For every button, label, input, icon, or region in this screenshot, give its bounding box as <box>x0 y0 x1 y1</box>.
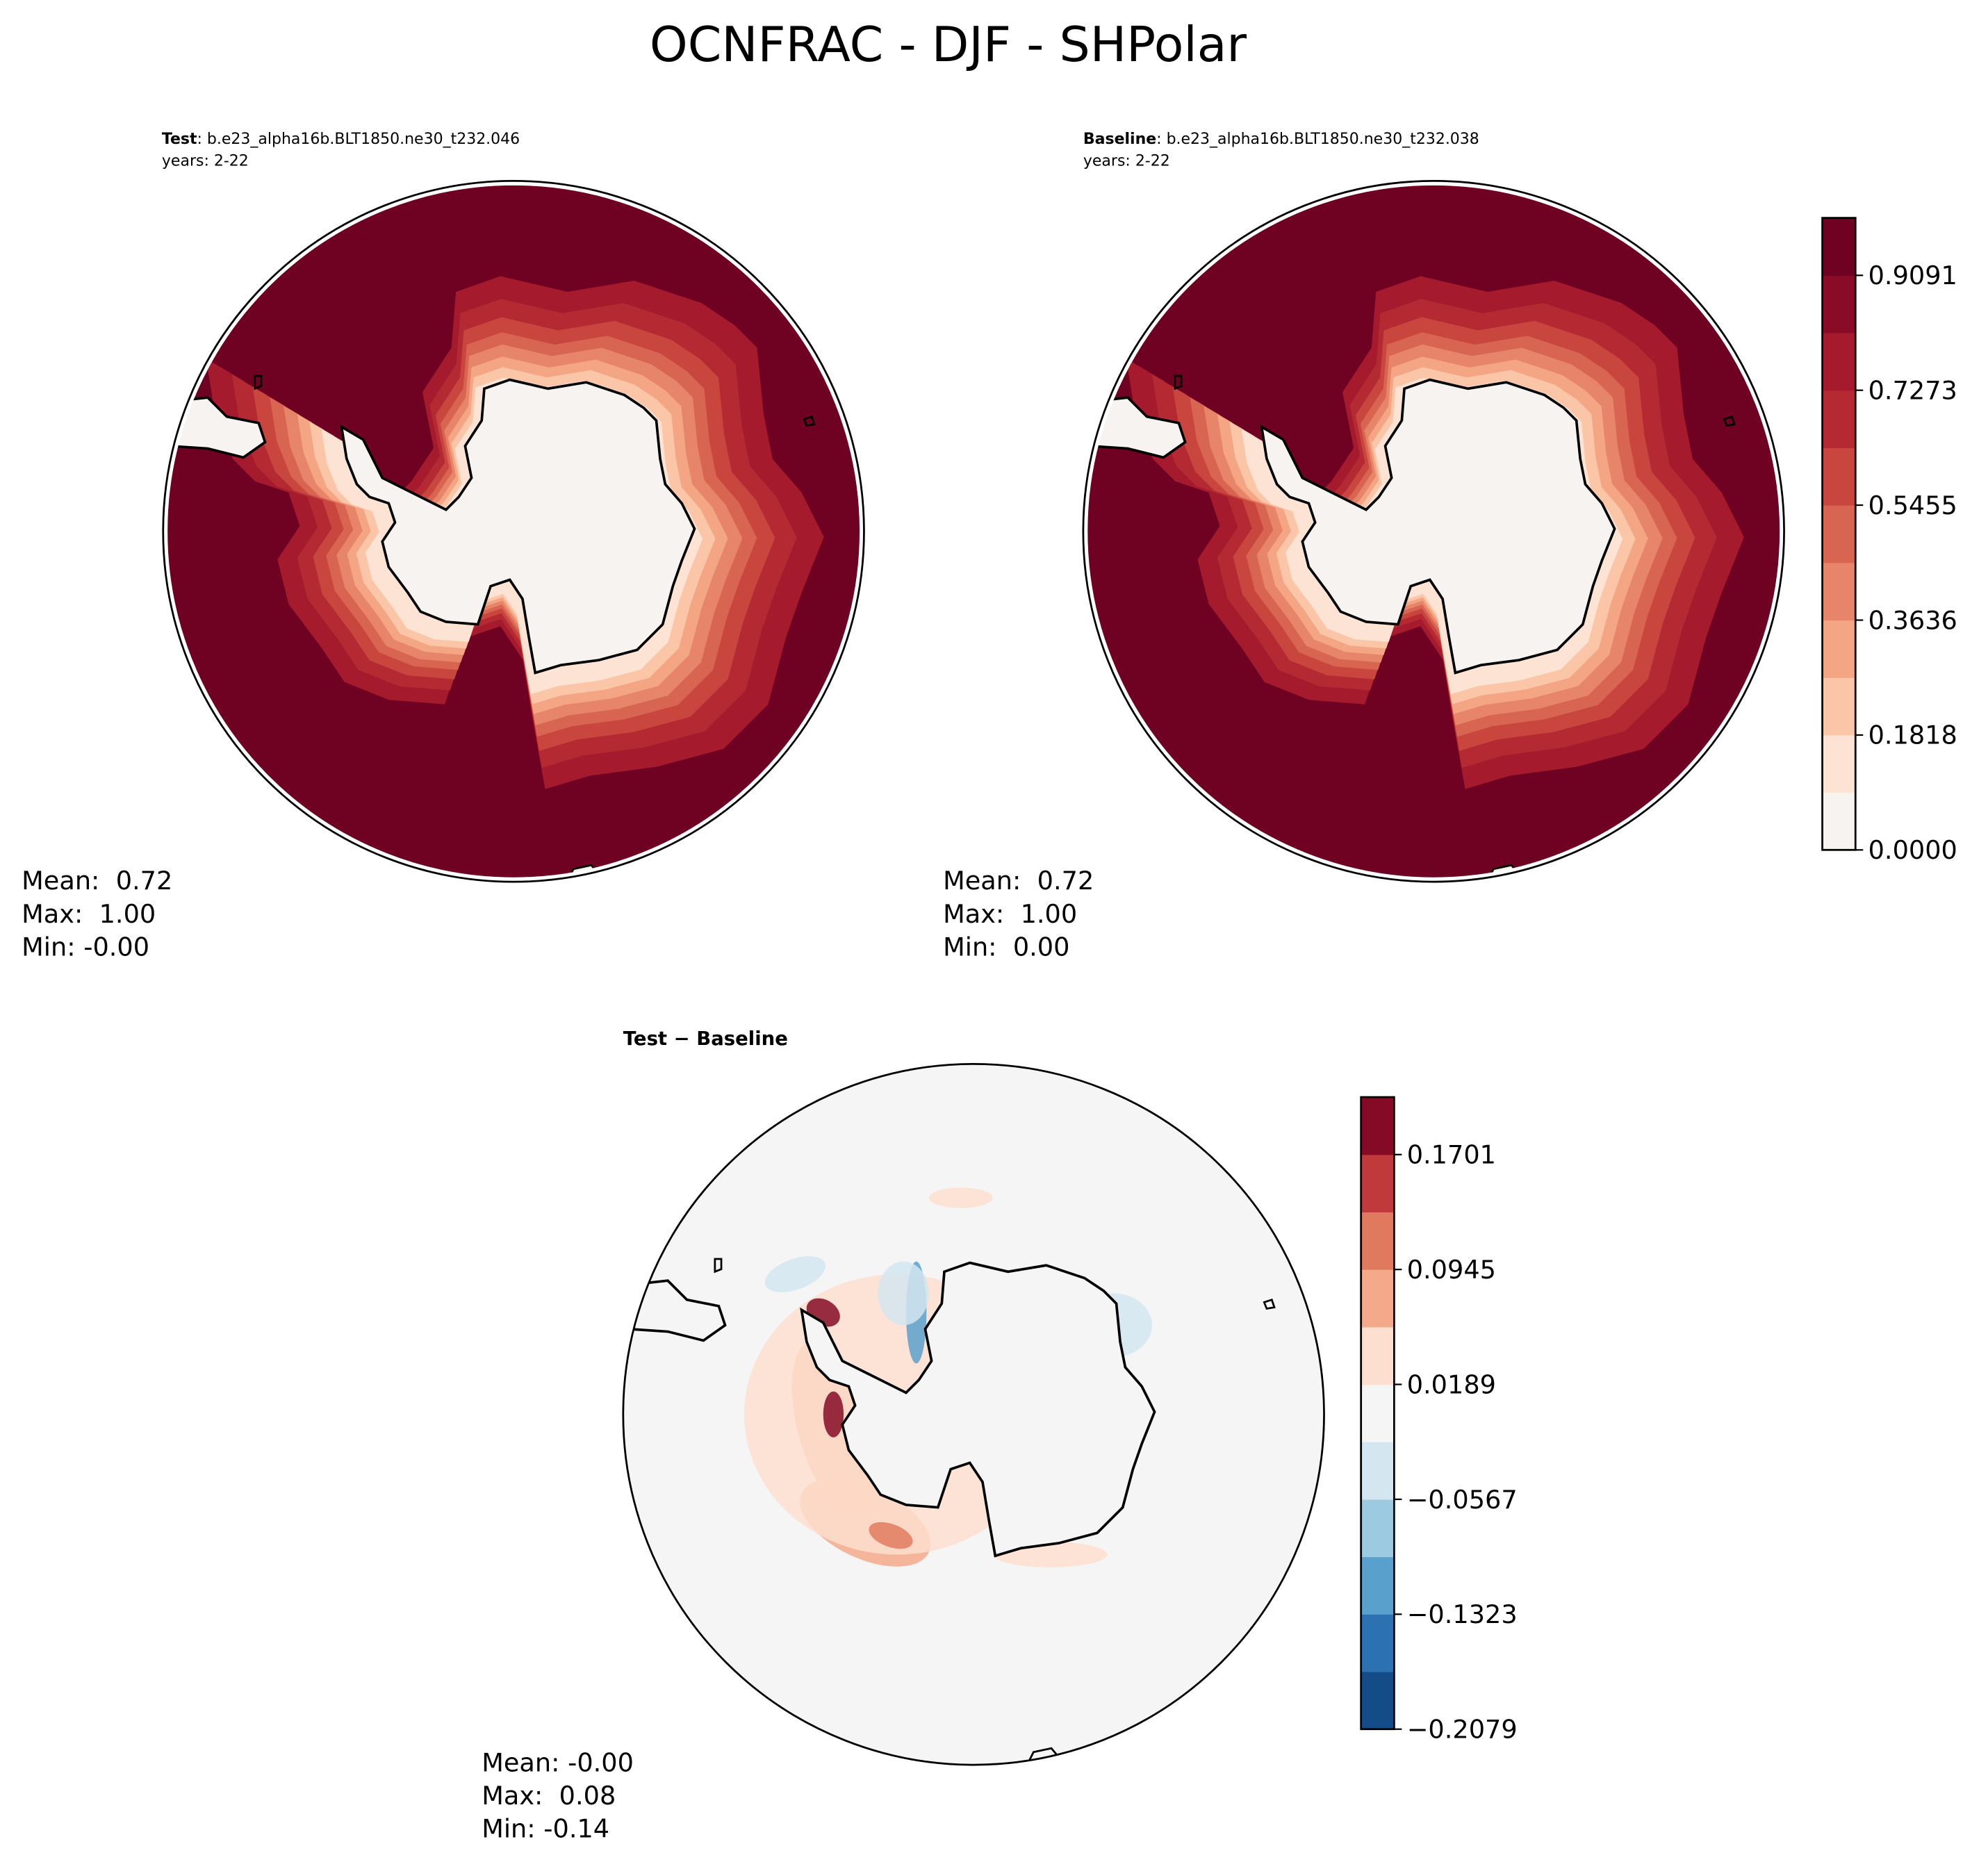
panel-label: Test <box>162 131 197 148</box>
island <box>714 1258 723 1274</box>
colorbar-tick-label: 0.7273 <box>1868 376 1957 406</box>
contour-blob <box>869 1522 913 1549</box>
colorbar-band <box>1361 1269 1395 1328</box>
island <box>254 374 263 390</box>
colorbar-band <box>1361 1212 1395 1270</box>
panel-subtitle: Baseline: b.e23_alpha16b.BLT1850.ne30_t2… <box>1083 131 1479 148</box>
colorbar-frame <box>1360 1096 1395 1731</box>
colorbar-tick-label: −0.1323 <box>1407 1599 1518 1629</box>
panel-subtitle: Test: b.e23_alpha16b.BLT1850.ne30_t232.0… <box>162 131 520 148</box>
stat: Max: 1.00 <box>943 899 1077 929</box>
colorbar-band <box>1822 447 1856 506</box>
colorbar-band <box>1822 505 1856 563</box>
island <box>1723 415 1736 427</box>
colorbar-tick-label: 0.0945 <box>1407 1255 1496 1285</box>
map-rim <box>163 181 864 882</box>
colorbar-band <box>1361 1097 1395 1155</box>
stat: Max: 0.08 <box>482 1781 616 1811</box>
colorbar-band <box>1822 792 1856 850</box>
colorbar-band <box>1822 677 1856 736</box>
contour-blob <box>928 1187 993 1208</box>
colorbar-band <box>1822 217 1856 276</box>
island <box>1263 1298 1276 1310</box>
colorbar-tick-label: 0.0189 <box>1407 1369 1496 1399</box>
stat: Min: -0.00 <box>22 932 149 962</box>
colorbar-band <box>1361 1442 1395 1500</box>
panel-years: years: 2-22 <box>1083 152 1170 170</box>
colorbar-frame <box>1821 217 1857 851</box>
stat: Min: -0.14 <box>482 1814 609 1844</box>
colorbar-tick-label: 0.5455 <box>1868 491 1957 520</box>
colorbar-tick-label: −0.2079 <box>1407 1715 1518 1745</box>
colorbar-tick-label: 0.1818 <box>1868 720 1957 750</box>
colorbar-band <box>1822 333 1856 391</box>
panel-case: : b.e23_alpha16b.BLT1850.ne30_t232.038 <box>1156 131 1479 148</box>
island <box>803 415 816 427</box>
panel-title: Test − Baseline <box>623 1028 788 1050</box>
colorbar-band <box>1822 390 1856 448</box>
map-border <box>162 180 865 883</box>
colorbar-band <box>1361 1672 1395 1730</box>
island <box>1174 374 1183 390</box>
colorbar-band <box>1822 734 1856 793</box>
colorbar-band <box>1361 1499 1395 1558</box>
map <box>623 1064 1324 1765</box>
stat: Mean: 0.72 <box>943 866 1094 896</box>
panel-years: years: 2-22 <box>162 152 249 170</box>
contour-blob <box>823 1391 844 1438</box>
colorbar-tick-label: −0.0567 <box>1407 1485 1518 1515</box>
colorbar-band <box>1361 1154 1395 1213</box>
map-border <box>622 1063 1325 1766</box>
colorbar-band <box>1822 620 1856 678</box>
colorbar-tick-label: 0.1701 <box>1407 1140 1496 1170</box>
colorbar-tick-label: 0.3636 <box>1868 605 1957 635</box>
map-rim <box>1083 181 1784 882</box>
contour-blob <box>878 1261 929 1326</box>
stat: Max: 1.00 <box>22 899 156 929</box>
colorbar-band <box>1822 562 1856 621</box>
colorbar-band <box>1361 1614 1395 1672</box>
colorbar-tick-label: 0.9091 <box>1868 261 1957 290</box>
panel-case: : b.e23_alpha16b.BLT1850.ne30_t232.046 <box>197 131 520 148</box>
colorbar-band <box>1361 1326 1395 1385</box>
stat: Mean: -0.00 <box>482 1747 634 1777</box>
figure-title: OCNFRAC - DJF - SHPolar <box>650 17 1247 73</box>
colorbar-band <box>1822 275 1856 333</box>
stat: Min: 0.00 <box>943 932 1069 962</box>
panel-label: Baseline <box>1083 131 1156 148</box>
colorbar-tick-label: 0.0000 <box>1868 835 1957 865</box>
contour-blob <box>764 1256 826 1292</box>
colorbar-band <box>1361 1384 1395 1442</box>
map-border <box>1082 180 1785 883</box>
stat: Mean: 0.72 <box>22 866 172 896</box>
colorbar-band <box>1361 1556 1395 1615</box>
